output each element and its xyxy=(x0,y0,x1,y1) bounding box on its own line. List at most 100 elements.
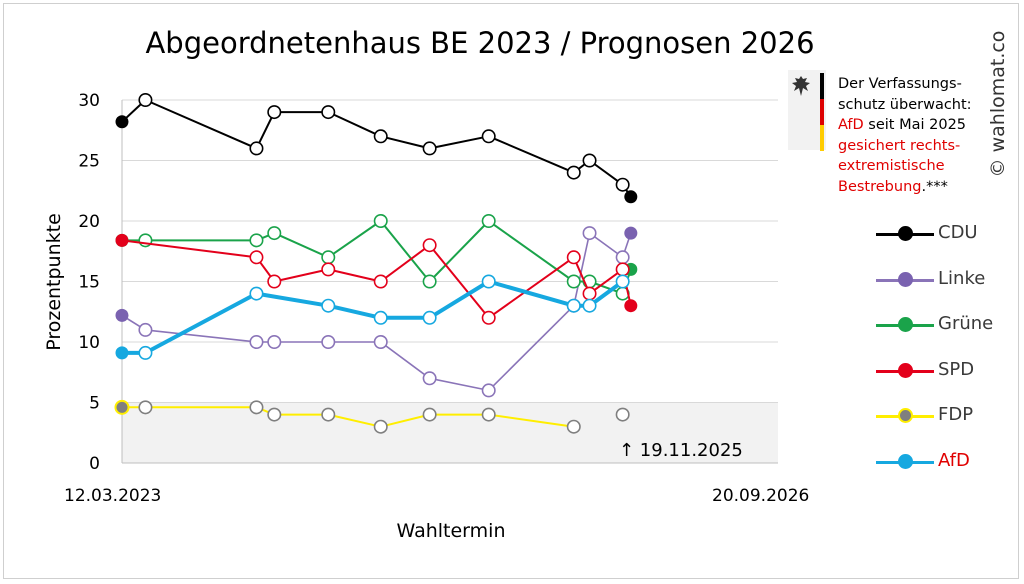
point-cdu-4 xyxy=(321,105,336,120)
point-fdp-0 xyxy=(114,399,130,415)
point-fdp-1 xyxy=(138,400,153,415)
point-cdu-3 xyxy=(267,105,282,120)
y-tick-label-20: 20 xyxy=(78,212,100,232)
y-axis-label: Prozentpunkte xyxy=(43,213,65,351)
point-cdu-1 xyxy=(138,93,153,108)
point-spd-8 xyxy=(582,286,597,301)
x-tick-start: 12.03.2023 xyxy=(64,486,162,506)
point-linke-11 xyxy=(624,226,638,240)
notice-footnote: .*** xyxy=(921,178,948,195)
point-cdu-2 xyxy=(249,141,264,156)
point-cdu-9 xyxy=(582,153,597,168)
notice-line-4: gesichert rechts- xyxy=(838,137,961,154)
point-afd-2 xyxy=(249,286,264,301)
date-annotation: ↑ 19.11.2025 xyxy=(619,440,743,461)
legend-marker xyxy=(898,271,913,287)
legend-marker xyxy=(898,226,913,241)
point-spd-2 xyxy=(267,274,282,289)
series-line-linke xyxy=(121,232,624,392)
point-linke-4 xyxy=(321,334,336,349)
point-spd-0 xyxy=(115,233,129,247)
notice-line-1: Der Verfassungs- xyxy=(838,76,962,92)
flag-bar-black xyxy=(820,73,824,99)
point-afd-8 xyxy=(582,298,597,313)
notice-line-5: extremistische xyxy=(838,158,945,174)
eagle-icon xyxy=(792,76,810,96)
legend-marker xyxy=(898,362,913,378)
point-afd-9 xyxy=(615,274,630,289)
point-fdp-5 xyxy=(373,419,388,434)
point-fdp-4 xyxy=(321,407,336,422)
notice-party: AfD xyxy=(838,117,864,133)
notice-text: Der Verfassungs- schutz überwacht: AfD s… xyxy=(838,74,1018,197)
point-spd-3 xyxy=(321,262,336,277)
x-axis-label: Wahltermin xyxy=(396,520,506,542)
point-spd-6 xyxy=(481,310,496,325)
point-gruene-2 xyxy=(249,233,264,248)
point-linke-7 xyxy=(481,383,496,398)
point-afd-0 xyxy=(115,346,129,360)
point-linke-1 xyxy=(138,322,153,337)
series-line-spd xyxy=(121,239,624,319)
point-fdp-8 xyxy=(566,419,581,434)
point-linke-10 xyxy=(615,250,630,265)
point-afd-4 xyxy=(373,310,388,325)
point-fdp-3 xyxy=(267,407,282,422)
y-tick-label-15: 15 xyxy=(78,273,100,293)
notice-date: seit Mai 2025 xyxy=(863,117,967,133)
point-fdp-9 xyxy=(615,407,630,422)
legend-label: Grüne xyxy=(938,313,994,334)
point-spd-10 xyxy=(624,299,638,313)
chart-title: Abgeordnetenhaus BE 2023 / Prognosen 202… xyxy=(145,26,815,60)
notice-line-6-text: Bestrebung xyxy=(838,178,922,195)
y-tick-label-10: 10 xyxy=(78,333,100,353)
y-tick-label-25: 25 xyxy=(78,152,100,172)
legend-label: CDU xyxy=(938,222,978,243)
point-spd-7 xyxy=(566,250,581,265)
flag-bar-gold xyxy=(820,125,824,151)
point-cdu-11 xyxy=(624,190,638,204)
legend-label: SPD xyxy=(938,358,975,380)
y-tick-label-5: 5 xyxy=(89,394,100,414)
notice-line-2: schutz überwacht: xyxy=(838,96,972,113)
point-linke-9 xyxy=(582,226,597,241)
point-spd-4 xyxy=(373,274,388,289)
notice-line-6: Bestrebung.*** xyxy=(838,177,1018,198)
point-fdp-6 xyxy=(422,407,437,422)
point-gruene-6 xyxy=(422,274,437,289)
point-gruene-7 xyxy=(481,214,496,229)
point-linke-3 xyxy=(267,334,282,349)
legend-marker xyxy=(898,453,913,469)
point-linke-5 xyxy=(373,334,388,349)
point-gruene-8 xyxy=(566,274,581,289)
series-line-cdu xyxy=(121,99,624,186)
point-fdp-2 xyxy=(249,400,264,415)
point-cdu-0 xyxy=(115,115,129,129)
point-spd-1 xyxy=(249,250,264,265)
point-gruene-4 xyxy=(321,250,336,265)
point-afd-6 xyxy=(481,274,496,289)
legend-label: Linke xyxy=(938,267,986,289)
point-cdu-6 xyxy=(422,141,437,156)
point-afd-1 xyxy=(138,345,153,360)
point-fdp-7 xyxy=(481,407,496,422)
legend-marker xyxy=(898,408,913,423)
point-gruene-3 xyxy=(267,226,282,241)
y-tick-label-0: 0 xyxy=(89,454,100,474)
point-linke-0 xyxy=(115,308,129,322)
x-tick-end: 20.09.2026 xyxy=(712,486,810,506)
threshold-band xyxy=(122,402,778,463)
point-spd-9 xyxy=(615,262,630,277)
point-cdu-7 xyxy=(481,129,496,144)
point-afd-7 xyxy=(566,298,581,313)
legend-label: FDP xyxy=(938,404,974,425)
legend-label: AfD xyxy=(938,449,970,471)
series-line-gruene xyxy=(122,220,624,295)
chart-frame xyxy=(3,3,1019,579)
y-tick-label-30: 30 xyxy=(78,91,100,111)
point-afd-3 xyxy=(321,298,336,313)
legend-marker xyxy=(898,317,913,332)
flag-bar-red xyxy=(820,99,824,125)
point-afd-5 xyxy=(422,310,437,325)
